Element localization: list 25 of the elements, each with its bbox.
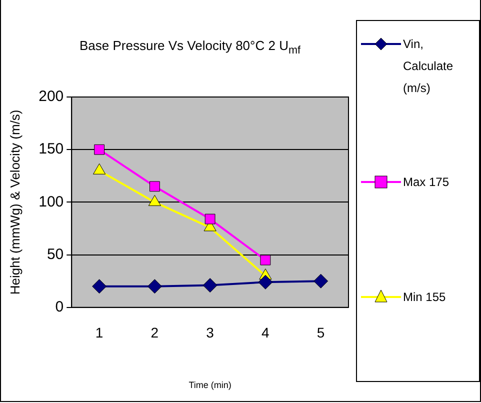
x-tick-label: 3 [206, 324, 214, 341]
y-tick-label: 100 [38, 193, 64, 210]
point [149, 181, 160, 192]
y-tick-label: 0 [55, 298, 64, 316]
x-tick-label: 1 [95, 324, 104, 341]
chart-title: Base Pressure Vs Velocity 80°C 2 U$_{mf}$ [78, 38, 302, 57]
point [258, 274, 273, 290]
point [92, 279, 107, 294]
y-tick-label: 150 [38, 140, 64, 158]
legend-label: Min 155 [403, 289, 447, 306]
x-tick-label: 2 [150, 324, 159, 341]
x-tick-label: 4 [262, 324, 270, 341]
legend-label: Vin, Calculate (m/s) [403, 36, 454, 97]
y-tick-label: 200 [38, 88, 64, 106]
x-tick-label: 5 [316, 324, 325, 341]
point [202, 278, 218, 293]
point [260, 254, 271, 266]
point [204, 214, 216, 224]
point [94, 144, 105, 155]
x-axis-title: Time (min) [188, 380, 232, 390]
y-axis-title: Height (mmWg) & Velocity (m/s) [7, 110, 22, 295]
y-tick-label: 50 [46, 246, 64, 263]
legend-label: Max 175 [403, 174, 450, 191]
point [314, 274, 328, 288]
point [147, 279, 162, 294]
